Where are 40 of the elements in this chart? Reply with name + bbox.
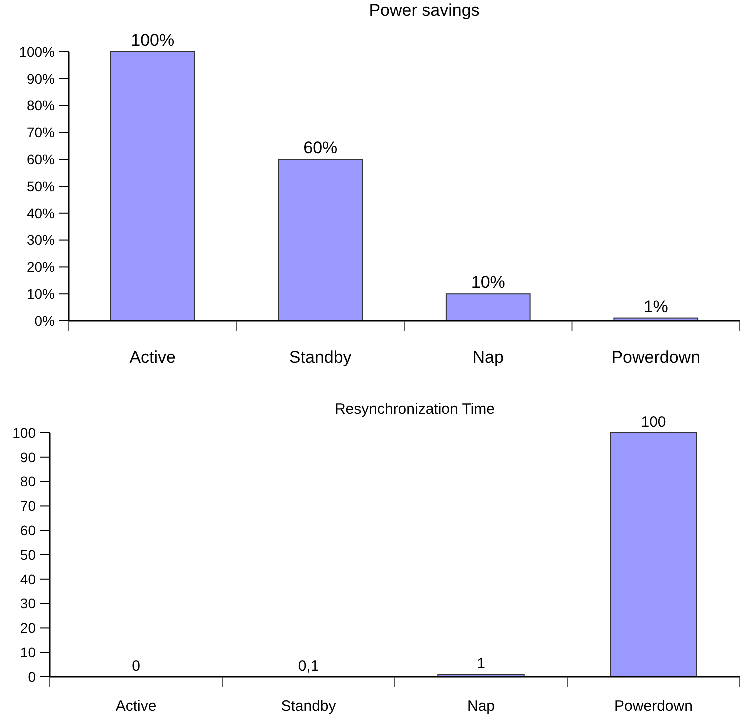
data-label: 10% (471, 273, 506, 292)
y-tick-label: 80% (26, 98, 55, 114)
x-tick-label: Nap (472, 348, 504, 367)
y-tick-label: 70 (20, 498, 36, 514)
chart-title: Resynchronization Time (334, 401, 496, 418)
y-tick-label: 80 (20, 474, 36, 490)
x-tick-label: Powerdown (614, 698, 693, 715)
y-tick-label: 10% (26, 286, 55, 302)
y-tick-label: 30 (20, 596, 36, 612)
y-tick-label: 100% (19, 44, 55, 60)
y-tick-label: 20% (26, 259, 55, 276)
y-tick-label: 40% (26, 205, 55, 222)
y-tick-label: 0 (28, 668, 36, 685)
y-tick-label: 60% (26, 152, 55, 168)
x-tick-label: Standby (281, 698, 337, 715)
y-tick-label: 70% (26, 124, 55, 141)
y-tick-label: 100 (12, 424, 36, 441)
data-label: 0,1 (298, 658, 320, 675)
y-tick-label: 50% (26, 178, 55, 194)
data-label: 100 (641, 414, 666, 431)
x-tick-label: Active (130, 348, 176, 367)
chart-title: Power savings (369, 1, 480, 20)
x-tick-label: Powerdown (612, 348, 701, 367)
data-label: 60% (304, 138, 338, 158)
data-label: 100% (131, 31, 175, 50)
y-tick-label: 40 (20, 571, 36, 588)
x-tick-label: Standby (289, 348, 352, 367)
data-label: 1 (477, 656, 486, 673)
y-tick-label: 20 (20, 620, 36, 636)
data-label: 1% (644, 297, 668, 316)
y-tick-label: 90 (20, 449, 36, 466)
y-tick-label: 0% (34, 312, 55, 329)
y-tick-label: 30% (26, 232, 55, 248)
y-tick-label: 60 (20, 522, 36, 538)
y-tick-label: 10 (20, 644, 36, 660)
x-tick-label: Nap (467, 698, 496, 715)
data-label: 0 (132, 658, 140, 675)
x-tick-label: Active (116, 698, 157, 715)
y-tick-label: 50 (20, 546, 36, 563)
y-tick-label: 90% (26, 70, 55, 87)
